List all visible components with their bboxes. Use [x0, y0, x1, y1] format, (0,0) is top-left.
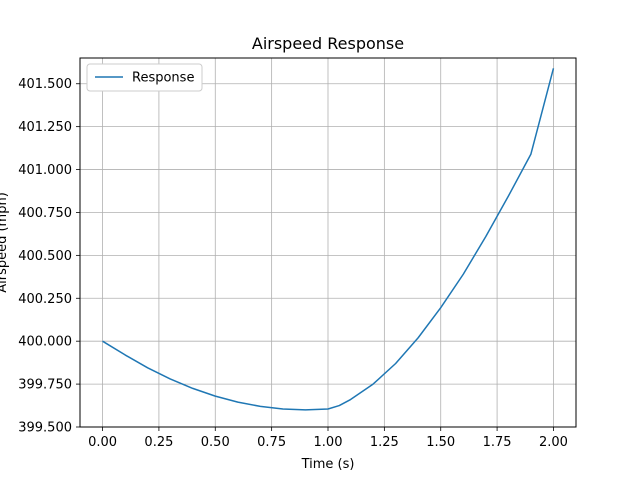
x-tick-label: 1.75 — [483, 435, 512, 450]
y-tick-label: 401.000 — [18, 163, 72, 178]
chart-title: Airspeed Response — [252, 34, 404, 53]
x-tick-label: 1.50 — [426, 435, 455, 450]
x-tick-label: 0.50 — [201, 435, 230, 450]
legend-label: Response — [132, 71, 194, 86]
x-tick-label: 0.00 — [88, 435, 117, 450]
series-layer — [102, 68, 555, 411]
y-tick-label: 399.750 — [18, 378, 72, 393]
x-tick-label: 1.00 — [314, 435, 343, 450]
y-axis-label: Airspeed (mph) — [0, 192, 10, 293]
x-axis-label: Time (s) — [301, 457, 355, 472]
legend-box — [86, 63, 203, 92]
series-line-response — [102, 68, 555, 411]
y-tick-label: 400.500 — [18, 249, 72, 264]
y-tick-label: 400.000 — [18, 335, 72, 350]
x-tick-label: 2.00 — [539, 435, 568, 450]
x-tick-label: 1.25 — [370, 435, 399, 450]
legend: Response — [86, 63, 203, 92]
y-axis-ticks: 399.500 399.750 400.000 400.250 400.500 400.7… — [18, 77, 80, 436]
y-tick-label: 399.500 — [18, 421, 72, 436]
y-tick-label: 400.250 — [18, 292, 72, 307]
x-tick-label: 0.25 — [144, 435, 173, 450]
y-tick-label: 401.250 — [18, 120, 72, 135]
y-tick-label: 401.500 — [18, 77, 72, 92]
x-axis-ticks: 0.00 0.25 0.50 0.75 1.00 1.25 1.50 1.75 2.00 — [88, 427, 568, 450]
y-tick-label: 400.750 — [18, 206, 72, 221]
x-tick-label: 0.75 — [257, 435, 286, 450]
